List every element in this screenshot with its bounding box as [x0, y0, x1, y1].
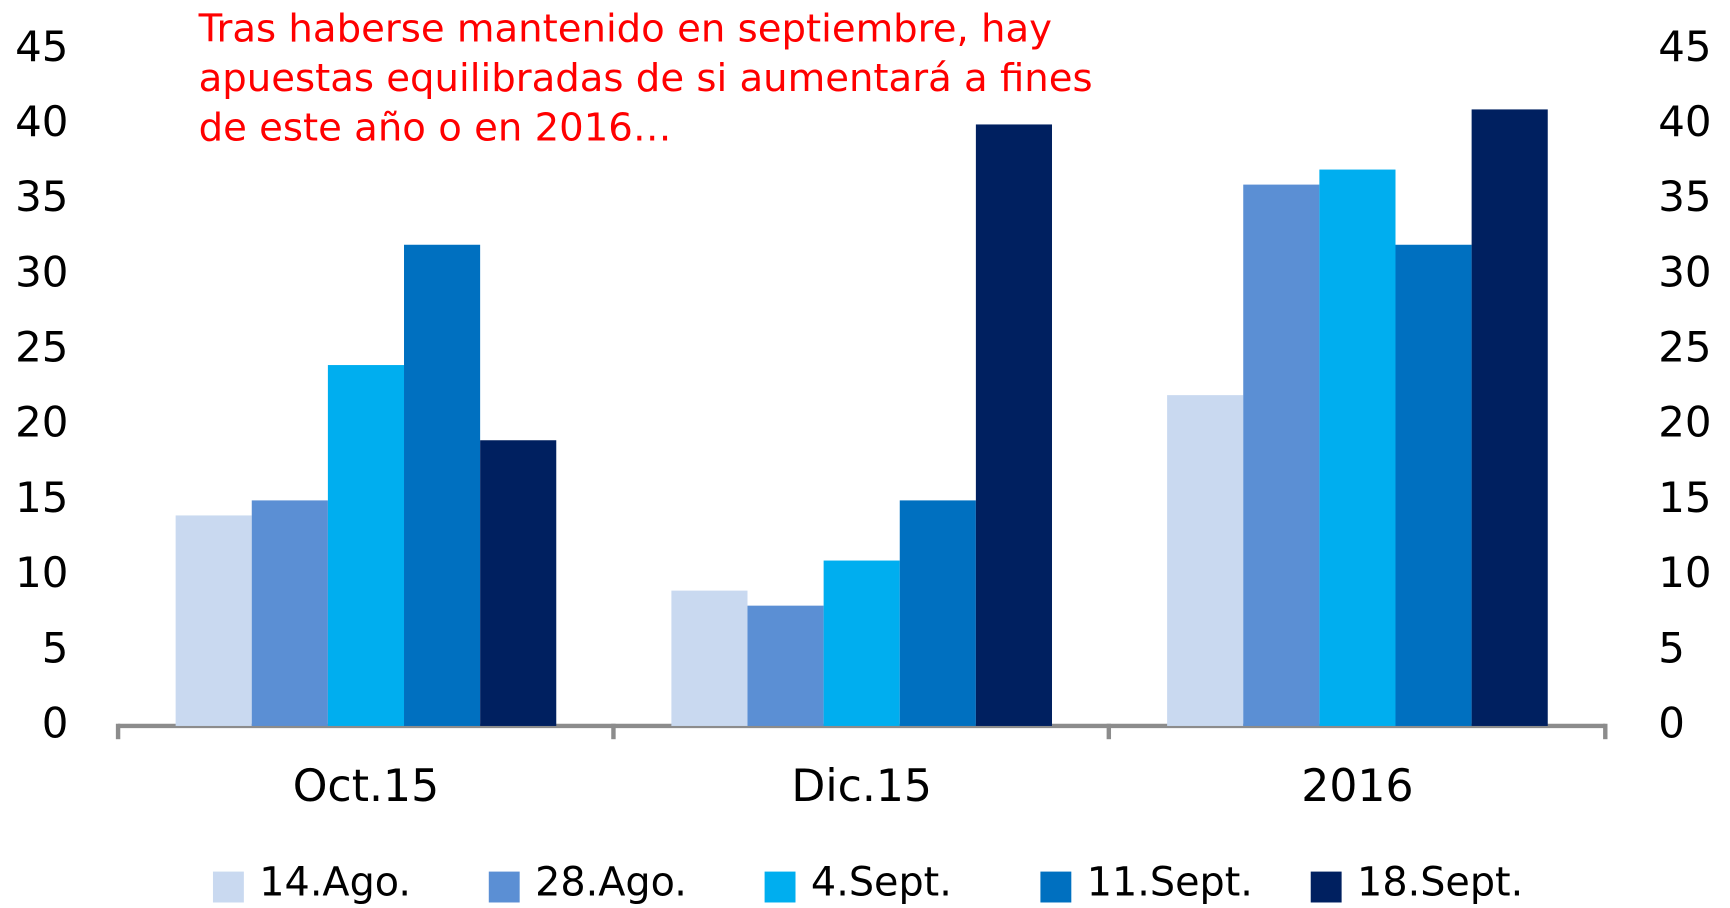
legend-swatch	[764, 871, 796, 903]
category-dividers	[115, 723, 1608, 740]
bar	[1167, 395, 1244, 726]
bar	[1243, 184, 1320, 726]
bar	[327, 365, 405, 726]
annotation: apuestas equilibradas de si aumentará a …	[199, 56, 1093, 101]
bar	[1395, 244, 1472, 726]
y2-tick-label: 5	[1658, 623, 1685, 672]
y-tick-label: 15	[15, 473, 68, 522]
x-tick-label: 2016	[1301, 761, 1413, 812]
legend-label: 11.Sept.	[1087, 859, 1253, 905]
bar	[671, 590, 748, 726]
y-tick-label: 25	[15, 323, 68, 372]
legend-label: 4.Sept.	[811, 859, 952, 905]
x-tick-label: Dic.15	[791, 761, 932, 812]
bar	[899, 500, 976, 726]
bar	[1319, 169, 1396, 726]
y-tick-label: 40	[15, 97, 68, 146]
bar	[1471, 109, 1548, 726]
legend-swatch	[1310, 871, 1342, 903]
bar	[404, 244, 481, 726]
y-tick-label: 0	[42, 698, 69, 747]
annotation: de este año o en 2016…	[199, 106, 672, 151]
x-tick-label: Oct.15	[293, 761, 439, 812]
y-tick-label: 20	[15, 398, 68, 447]
y-tick-label: 10	[15, 548, 68, 597]
legend-swatch	[488, 871, 520, 903]
y2-tick-label: 25	[1658, 323, 1711, 372]
bar	[823, 560, 900, 726]
legend-label: 14.Ago.	[259, 859, 411, 905]
y2-tick-label: 45	[1658, 22, 1711, 71]
y2-tick-label: 15	[1658, 473, 1711, 522]
legend-label: 28.Ago.	[535, 859, 687, 905]
bar	[480, 440, 557, 726]
y-tick-label: 30	[15, 247, 68, 296]
bar	[975, 124, 1053, 726]
y-tick-label: 35	[15, 172, 68, 221]
legend-swatch	[212, 871, 244, 903]
legend-label: 18.Sept.	[1357, 859, 1523, 905]
bar	[175, 515, 252, 726]
legend-swatch	[1040, 871, 1072, 903]
bar	[251, 500, 328, 726]
bar	[747, 605, 824, 726]
y2-tick-label: 10	[1658, 548, 1711, 597]
y2-tick-label: 0	[1658, 698, 1685, 747]
y2-tick-label: 40	[1658, 97, 1711, 146]
y-tick-label: 5	[42, 623, 69, 672]
y2-tick-label: 20	[1658, 398, 1711, 447]
annotation: Tras haberse mantenido en septiembre, ha…	[198, 6, 1052, 51]
y-tick-label: 45	[15, 22, 68, 71]
y2-tick-label: 35	[1658, 172, 1711, 221]
y2-tick-label: 30	[1658, 247, 1711, 296]
